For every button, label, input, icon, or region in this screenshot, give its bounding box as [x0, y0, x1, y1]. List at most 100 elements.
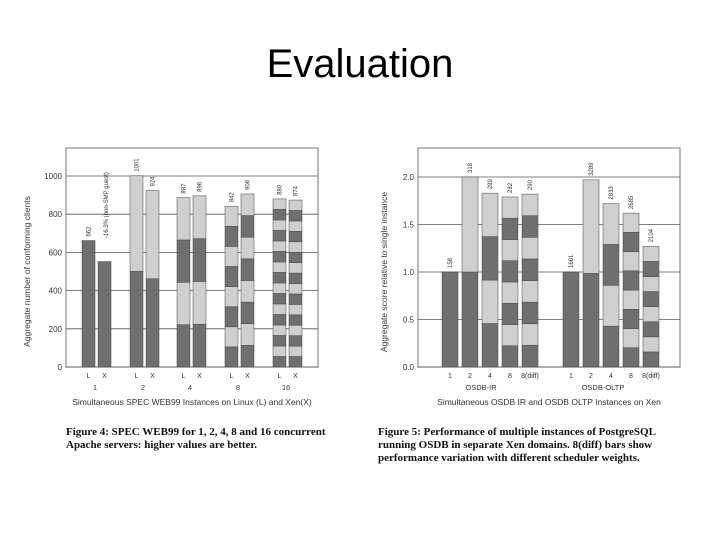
bar-total-label: 290 — [528, 179, 534, 190]
bar-total-label: 1661 — [569, 254, 575, 268]
bar-segment — [501, 324, 519, 346]
bar-segment — [642, 246, 660, 262]
bar-segment — [481, 279, 499, 324]
bar-segment — [145, 190, 160, 280]
x-tick-label: 4 — [609, 373, 613, 380]
y-tick-label: 1.0 — [403, 268, 415, 277]
x-tick-label: X — [245, 373, 250, 380]
bar-total-label: 158 — [448, 257, 454, 268]
slide-title: Evaluation — [266, 42, 454, 86]
bar-segment — [481, 236, 499, 281]
x-tick-label: L — [87, 373, 91, 380]
bar-total-label: 880 — [278, 184, 284, 195]
bar-segment — [192, 195, 207, 239]
bar-segment — [521, 193, 539, 216]
bar-segment — [562, 271, 580, 368]
group-label: 16 — [282, 383, 290, 392]
x-tick-label: 2 — [468, 373, 472, 380]
bar-segment — [461, 271, 479, 368]
bar-segment — [622, 270, 640, 291]
bar-total-label: 282 — [508, 182, 514, 193]
bar-segment — [622, 251, 640, 272]
bar-total-label: 289 — [488, 178, 494, 189]
x-tick-label: 8(diff) — [521, 373, 539, 380]
bar-segment — [501, 239, 519, 261]
bar-total-label: 3289 — [589, 162, 595, 176]
bar-segment — [521, 345, 539, 368]
figure-4-caption: Figure 4: SPEC WEB99 for 1, 2, 4, 8 and … — [66, 426, 326, 451]
group-label: 8 — [236, 383, 240, 392]
bar-total-label: 906 — [246, 179, 252, 190]
x-tick-label: 8 — [629, 373, 633, 380]
bar-segment — [521, 280, 539, 303]
bar-segment — [642, 291, 660, 307]
bar-segment — [642, 306, 660, 323]
x-tick-label: 8(diff) — [642, 373, 660, 380]
x-tick-label: 1 — [448, 373, 452, 380]
group-label: OSDB-OLTP — [582, 383, 625, 392]
bar-segment — [642, 261, 660, 277]
bar-segment — [501, 196, 519, 219]
bar-segment — [176, 197, 191, 241]
x-axis-label: Simultaneous SPEC WEB99 Instances on Lin… — [72, 397, 312, 407]
bar-segment — [521, 323, 539, 346]
group-label: OSDB-IR — [465, 383, 497, 392]
x-tick-label: 1 — [569, 373, 573, 380]
bar-segment — [272, 198, 287, 210]
bar-total-label: 662 — [87, 226, 93, 237]
y-axis-label: Aggregate number of conforming clients — [22, 196, 32, 347]
y-tick-label: 0 — [58, 363, 63, 372]
annotation: -16.3% (non-SMP guest) — [104, 172, 110, 238]
y-tick-label: 200 — [49, 325, 63, 334]
x-tick-label: X — [293, 373, 298, 380]
bar-total-label: 1001 — [135, 158, 141, 172]
group-label: 1 — [93, 383, 97, 392]
bar-segment — [642, 336, 660, 353]
y-tick-label: 2.0 — [403, 173, 415, 182]
bar-segment — [582, 273, 600, 368]
x-tick-label: L — [135, 373, 139, 380]
bar-segment — [129, 175, 144, 272]
bar-segment — [501, 281, 519, 304]
x-tick-label: 4 — [488, 373, 492, 380]
bar-segment — [622, 309, 640, 329]
x-tick-label: 8 — [508, 373, 512, 380]
x-tick-label: L — [278, 373, 282, 380]
bar-total-label: 2833 — [609, 186, 615, 200]
bar-segment — [642, 321, 660, 338]
bar-segment — [582, 179, 600, 274]
bar-segment — [642, 276, 660, 292]
bar-segment — [481, 192, 499, 237]
bar-segment — [97, 261, 112, 368]
bar-segment — [622, 328, 640, 349]
bar-total-label: 924 — [151, 176, 157, 187]
bar-segment — [501, 260, 519, 283]
bar-segment — [501, 302, 519, 325]
bar-segment — [622, 289, 640, 310]
bar-segment — [602, 244, 620, 286]
x-tick-label: L — [182, 373, 186, 380]
bar-segment — [521, 301, 539, 325]
group-label: 4 — [188, 383, 192, 392]
bar-segment — [481, 323, 499, 368]
x-tick-label: L — [230, 373, 234, 380]
bar-segment — [521, 237, 539, 260]
bar-segment — [224, 205, 239, 227]
bar-total-label: 2104 — [649, 228, 655, 242]
bar-segment — [81, 240, 96, 368]
y-axis-label: Aggregate score relative to single insta… — [379, 192, 389, 352]
bar-segment — [642, 351, 660, 368]
y-tick-label: 0.5 — [403, 316, 415, 325]
bar-segment — [622, 232, 640, 252]
y-tick-label: 800 — [49, 210, 63, 219]
bar-segment — [501, 217, 519, 240]
y-tick-label: 600 — [49, 248, 63, 257]
bar-total-label: 318 — [468, 162, 474, 173]
bar-segment — [441, 271, 459, 368]
group-label: 2 — [141, 383, 145, 392]
bar-total-label: 887 — [182, 183, 188, 194]
bar-total-label: 842 — [230, 192, 236, 203]
bar-segment — [501, 345, 519, 368]
bar-segment — [622, 212, 640, 233]
